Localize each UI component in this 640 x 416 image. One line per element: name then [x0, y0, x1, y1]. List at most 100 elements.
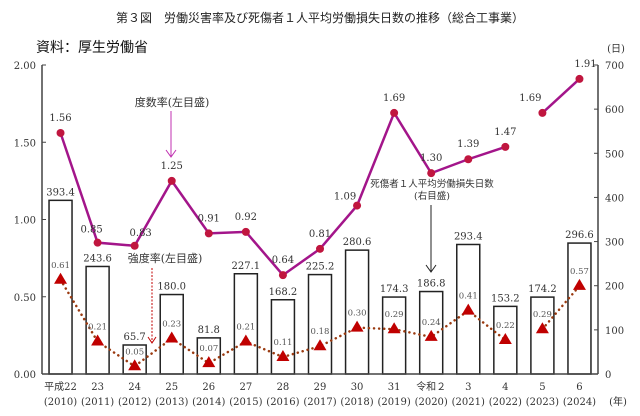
frequency-marker [93, 238, 102, 247]
right-axis-tick-label: 300 [605, 238, 624, 249]
severity-marker [535, 322, 549, 334]
bar-value-label: 293.4 [454, 231, 483, 242]
bar-value-label: 180.0 [157, 282, 186, 293]
x-category-label: 30 [351, 382, 364, 393]
x-year-label: (2021) [452, 397, 485, 408]
bar-value-label: 153.2 [491, 293, 520, 304]
bar [381, 296, 407, 375]
x-year-label: (2022) [489, 397, 522, 408]
bar-value-label: 174.3 [380, 284, 409, 295]
frequency-annotation: 度数率(左目盛) [135, 95, 210, 158]
severity-series: 0.61 0.21 0.05 0.23 0.07 0.21 0.11 0.18 0.30 0.29… [51, 261, 589, 371]
lost-days-annotation-arrowhead [425, 264, 437, 273]
severity-marker [461, 303, 475, 315]
frequency-value-label: 1.69 [383, 93, 405, 104]
x-year-label: (2016) [266, 397, 299, 408]
x-year-label: (2011) [81, 397, 114, 408]
x-category-label: 5 [539, 382, 545, 393]
x-category-label: 4 [502, 382, 508, 393]
x-year-label: (2013) [155, 397, 188, 408]
severity-marker [91, 334, 105, 346]
severity-value-label: 0.22 [496, 321, 515, 331]
bar-value-label: 296.6 [565, 230, 594, 241]
bar-value-label: 186.8 [417, 279, 446, 290]
x-year-label: (2018) [340, 397, 373, 408]
right-axis-tick-label: 400 [605, 193, 624, 204]
x-category-label: 令和２ [416, 380, 446, 393]
severity-marker [128, 359, 142, 371]
x-category-label: 23 [91, 382, 104, 393]
severity-value-label: 0.29 [533, 310, 552, 320]
severity-value-label: 0.41 [459, 292, 478, 302]
severity-value-label: 0.23 [162, 319, 181, 329]
x-category-label: 31 [388, 382, 401, 393]
frequency-value-label: 1.69 [519, 93, 541, 104]
frequency-value-label: 1.30 [420, 153, 442, 164]
source-label: 資料：厚生労働省 [36, 40, 148, 56]
frequency-annotation-arrowhead [165, 149, 177, 158]
x-year-label: (2020) [415, 397, 448, 408]
x-category-label: 29 [314, 382, 327, 393]
x-axis-unit: (年) [609, 395, 627, 408]
bar-value-label: 227.1 [232, 261, 261, 272]
right-axis-tick-label: 500 [605, 149, 624, 160]
bar-value-label: 280.6 [343, 237, 372, 248]
frequency-marker [538, 108, 547, 117]
frequency-marker [464, 155, 473, 164]
right-axis-tick-label: 0 [605, 370, 611, 381]
frequency-marker [501, 142, 510, 151]
left-axis-tick-label: 1.50 [14, 138, 36, 149]
x-year-label: (2012) [118, 397, 151, 408]
lost-days-annotation: 死傷者１人平均労働損失日数 (右目盛) [370, 178, 494, 273]
right-axis-tick-label: 600 [605, 105, 624, 116]
bar [307, 273, 333, 375]
severity-value-label: 0.61 [51, 261, 70, 271]
severity-value-label: 0.29 [385, 310, 404, 320]
x-category-label: 平成22 [44, 381, 77, 393]
x-year-label: (2019) [378, 397, 411, 408]
frequency-value-label: 0.83 [130, 228, 152, 239]
frequency-value-label: 1.25 [161, 161, 183, 172]
x-category-label: 3 [465, 382, 471, 393]
bar-value-label: 174.2 [528, 284, 557, 295]
x-category-label: 6 [576, 382, 582, 393]
frequency-value-label: 0.81 [309, 229, 331, 240]
severity-marker [239, 334, 253, 346]
frequency-marker [278, 271, 287, 280]
severity-marker [387, 322, 401, 334]
bar-value-label: 393.4 [46, 187, 75, 198]
severity-annotation-label: 強度率(左目盛) [128, 251, 203, 265]
frequency-marker [390, 108, 399, 117]
frequency-series: 1.56 0.85 0.83 1.25 0.91 0.92 0.64 0.81 1.09 1.69… [49, 59, 597, 280]
severity-value-label: 0.24 [422, 318, 441, 328]
frequency-annotation-label: 度数率(左目盛) [135, 95, 210, 109]
severity-marker [276, 350, 290, 362]
right-axis-tick-label: 100 [605, 326, 624, 337]
x-year-label: (2023) [526, 397, 559, 408]
severity-value-label: 0.05 [125, 347, 144, 357]
right-axis-tick-label: 200 [605, 282, 624, 293]
axes-group: 0.00 0.50 1.00 1.50 2.00 0 100 200 300 400 500 600 7… [14, 61, 624, 381]
frequency-marker [56, 128, 65, 137]
frequency-value-label: 1.91 [574, 59, 596, 70]
x-category-label: 27 [239, 382, 252, 393]
lost-days-annotation-label-1: 死傷者１人平均労働損失日数 [370, 178, 494, 190]
bar [270, 299, 296, 375]
frequency-value-label: 0.85 [80, 225, 102, 236]
right-axis-unit: (日) [607, 44, 625, 55]
severity-value-label: 0.21 [236, 323, 255, 333]
lost-days-annotation-label-2: (右目盛) [414, 190, 450, 202]
severity-value-label: 0.11 [273, 338, 292, 348]
bar-value-label: 65.7 [124, 332, 146, 343]
severity-value-label: 0.18 [311, 327, 330, 337]
frequency-marker [241, 227, 250, 236]
bar-value-label: 225.2 [306, 262, 335, 273]
frequency-line [541, 77, 581, 114]
frequency-value-label: 1.09 [334, 192, 356, 203]
bar-value-label: 243.6 [83, 253, 112, 264]
right-axis-tick-label: 700 [605, 61, 624, 72]
bar [48, 199, 73, 375]
frequency-value-label: 1.56 [49, 113, 71, 124]
frequency-value-label: 1.47 [494, 127, 516, 138]
